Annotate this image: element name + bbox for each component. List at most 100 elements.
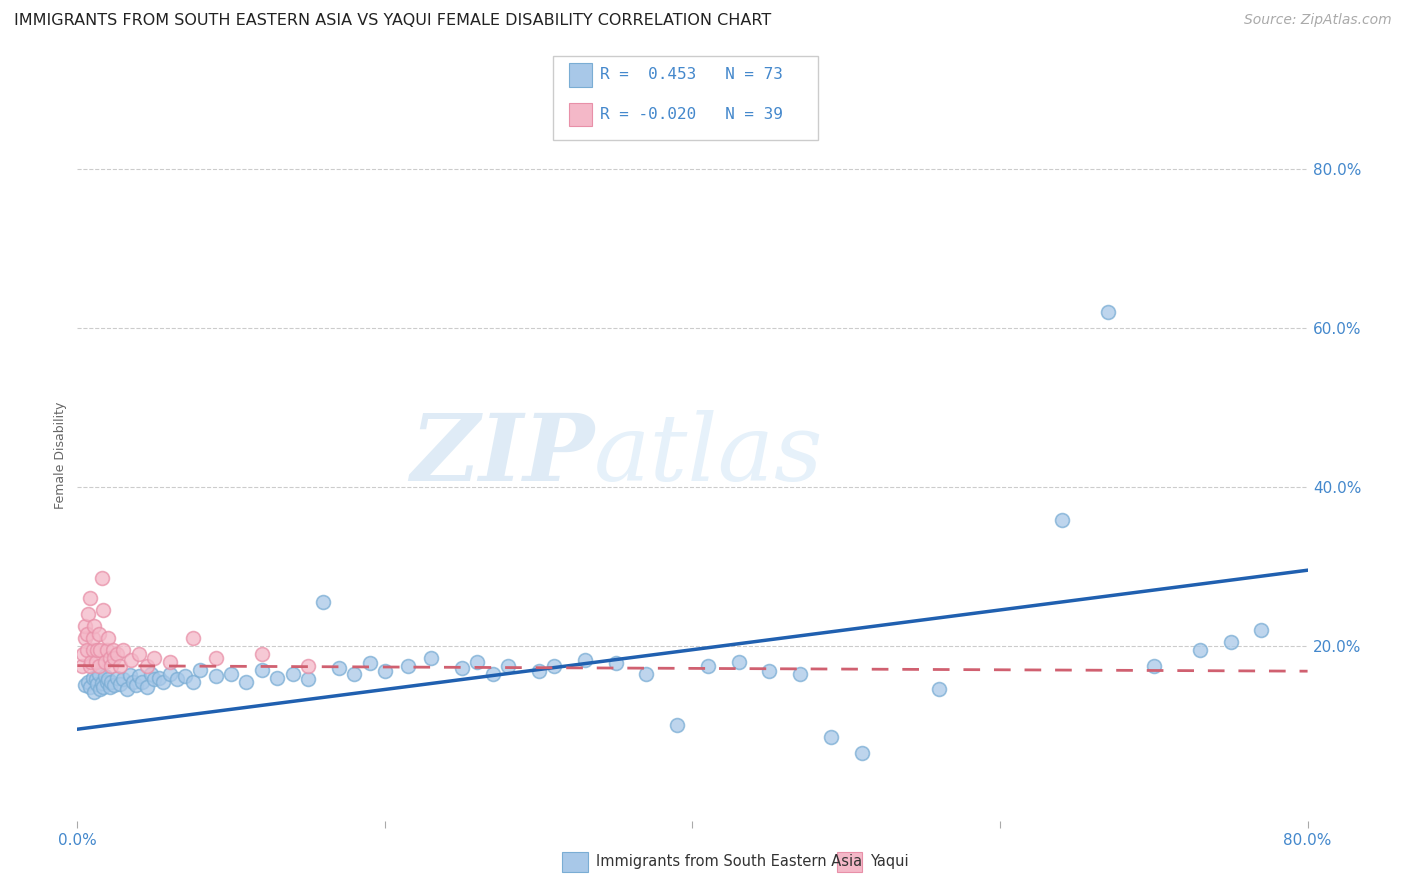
Y-axis label: Female Disability: Female Disability [53, 401, 67, 508]
Point [297, 658, 319, 673]
Text: ZIP: ZIP [409, 410, 595, 500]
Point [481, 666, 503, 681]
Point [86, 642, 108, 657]
Point [86, 677, 108, 691]
Text: R = -0.020   N = 39: R = -0.020 N = 39 [600, 107, 783, 121]
Point [82, 642, 104, 657]
Point [148, 671, 170, 685]
Point [103, 650, 125, 665]
Point [574, 653, 596, 667]
Point [696, 658, 718, 673]
Point [97, 631, 120, 645]
Text: Source: ZipAtlas.com: Source: ZipAtlas.com [1244, 13, 1392, 28]
Point [73, 678, 96, 692]
Point [666, 718, 689, 732]
Point [141, 666, 163, 681]
Point [143, 650, 166, 665]
Point [159, 666, 181, 681]
Point [80, 655, 103, 669]
Point [135, 680, 157, 694]
Point [89, 642, 111, 657]
Point [76, 642, 98, 657]
Point [266, 671, 288, 685]
Point [128, 647, 150, 661]
Point [94, 655, 117, 669]
Point [727, 655, 749, 669]
Point [100, 658, 122, 673]
Point [82, 671, 104, 685]
Point [93, 680, 115, 694]
Point [105, 671, 128, 685]
Point [181, 631, 204, 645]
Point [87, 658, 110, 673]
Point [83, 619, 105, 633]
Point [83, 685, 105, 699]
Point [89, 682, 111, 697]
Point [100, 674, 122, 689]
Text: R =  0.453   N = 73: R = 0.453 N = 73 [600, 68, 783, 82]
Point [851, 746, 873, 760]
Point [79, 591, 101, 605]
Point [636, 666, 658, 681]
Point [250, 663, 273, 677]
Point [928, 682, 950, 697]
Point [73, 631, 96, 645]
Point [90, 676, 114, 690]
Point [79, 658, 101, 673]
Point [343, 666, 366, 681]
Point [131, 674, 153, 689]
Point [118, 668, 141, 682]
Point [94, 669, 117, 683]
Point [374, 664, 396, 678]
Point [328, 661, 350, 675]
Text: Yaqui: Yaqui [870, 855, 908, 869]
Point [188, 663, 212, 677]
Point [112, 642, 135, 657]
Text: Immigrants from South Eastern Asia: Immigrants from South Eastern Asia [596, 855, 862, 869]
Point [605, 657, 627, 671]
Point [77, 607, 100, 621]
Point [112, 672, 135, 686]
Point [1250, 623, 1272, 637]
Point [219, 666, 242, 681]
Point [496, 658, 519, 673]
Point [1219, 634, 1241, 648]
Point [120, 653, 142, 667]
Point [450, 661, 472, 675]
Point [143, 672, 166, 686]
Point [76, 627, 98, 641]
Point [1050, 513, 1073, 527]
Point [79, 680, 101, 694]
Point [204, 669, 226, 683]
Point [128, 669, 150, 683]
Point [84, 672, 107, 686]
Point [527, 664, 550, 678]
Point [97, 672, 120, 686]
Point [820, 730, 842, 744]
Point [96, 674, 118, 689]
Point [101, 642, 124, 657]
Point [250, 647, 273, 661]
Point [789, 666, 811, 681]
Point [77, 674, 100, 689]
Point [98, 680, 121, 694]
Point [1143, 658, 1166, 673]
Point [110, 658, 132, 673]
Point [359, 657, 381, 671]
Point [93, 603, 115, 617]
Point [152, 674, 174, 689]
Point [758, 664, 780, 678]
Text: atlas: atlas [595, 410, 824, 500]
Point [166, 672, 188, 686]
Point [115, 682, 138, 697]
Point [312, 595, 335, 609]
Point [1097, 305, 1119, 319]
Point [70, 658, 93, 673]
Point [281, 666, 304, 681]
Point [110, 677, 132, 691]
Point [96, 642, 118, 657]
Point [121, 674, 143, 689]
Point [73, 619, 96, 633]
Point [420, 650, 443, 665]
Point [84, 655, 107, 669]
